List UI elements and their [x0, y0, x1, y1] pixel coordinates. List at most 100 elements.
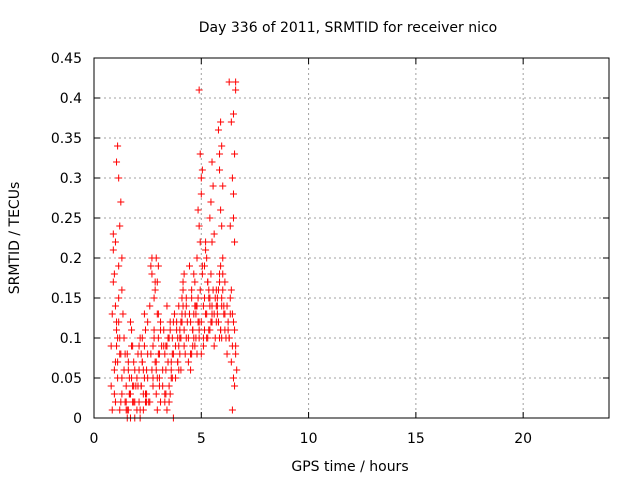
- data-point: [109, 230, 117, 238]
- data-point: [154, 310, 162, 318]
- data-point: [187, 318, 195, 326]
- data-point: [219, 182, 227, 190]
- data-point: [147, 350, 155, 358]
- data-point: [217, 262, 225, 270]
- data-point: [116, 222, 124, 230]
- data-point: [115, 294, 123, 302]
- data-point: [209, 182, 217, 190]
- data-point: [124, 366, 132, 374]
- data-point: [218, 222, 226, 230]
- y-tick-label: 0.35: [51, 131, 82, 147]
- data-point: [115, 262, 123, 270]
- data-point: [175, 366, 183, 374]
- x-tick-label: 15: [407, 431, 425, 447]
- data-point: [151, 286, 159, 294]
- data-point: [229, 214, 237, 222]
- data-point: [227, 286, 235, 294]
- data-point: [172, 374, 180, 382]
- y-tick-label: 0.05: [51, 371, 82, 387]
- data-point: [166, 326, 174, 334]
- data-point: [228, 406, 236, 414]
- data-point: [118, 374, 126, 382]
- data-point: [227, 358, 235, 366]
- data-point: [193, 254, 201, 262]
- data-point: [166, 390, 174, 398]
- data-point: [232, 78, 240, 86]
- data-point: [140, 374, 148, 382]
- data-point: [188, 294, 196, 302]
- data-point: [231, 238, 239, 246]
- data-point: [152, 390, 160, 398]
- data-point: [205, 294, 213, 302]
- data-point: [163, 406, 171, 414]
- data-point: [147, 262, 155, 270]
- data-point: [125, 390, 133, 398]
- data-point: [176, 350, 184, 358]
- data-point: [179, 278, 187, 286]
- plot-frame: [93, 57, 610, 419]
- data-point: [149, 342, 157, 350]
- data-point: [108, 310, 116, 318]
- data-point: [114, 142, 122, 150]
- data-point: [212, 318, 220, 326]
- y-tick-label: 0.3: [60, 171, 82, 187]
- data-point: [192, 310, 200, 318]
- data-point: [168, 350, 176, 358]
- data-point: [194, 294, 202, 302]
- data-point: [187, 366, 195, 374]
- data-point: [197, 190, 205, 198]
- data-point: [163, 302, 171, 310]
- data-point: [223, 350, 231, 358]
- data-point: [144, 318, 152, 326]
- data-point: [114, 334, 122, 342]
- data-point: [216, 150, 224, 158]
- data-point: [232, 350, 240, 358]
- data-point: [216, 278, 224, 286]
- y-tick-label: 0.4: [60, 91, 82, 107]
- y-tick-label: 0.1: [60, 331, 82, 347]
- data-point: [225, 78, 233, 86]
- data-point: [113, 342, 121, 350]
- data-point: [161, 398, 169, 406]
- data-point: [199, 342, 207, 350]
- data-point: [201, 262, 209, 270]
- data-point: [223, 302, 231, 310]
- data-point: [176, 326, 184, 334]
- y-tick-label: 0.25: [51, 211, 82, 227]
- data-point: [216, 166, 224, 174]
- data-point: [157, 318, 165, 326]
- data-point: [164, 334, 172, 342]
- chart-title: Day 336 of 2011, SRMTID for receiver nic…: [199, 20, 497, 36]
- data-point: [122, 382, 130, 390]
- data-point: [146, 398, 154, 406]
- data-point: [153, 278, 161, 286]
- data-point: [210, 342, 218, 350]
- data-point: [108, 406, 116, 414]
- data-point: [110, 270, 118, 278]
- data-point: [184, 358, 192, 366]
- data-point: [150, 294, 158, 302]
- data-point: [177, 318, 185, 326]
- y-axis-label: SRMTID / TECUs: [7, 182, 23, 295]
- data-point: [161, 350, 169, 358]
- data-point: [162, 366, 170, 374]
- data-point: [197, 318, 205, 326]
- data-point: [217, 118, 225, 126]
- data-point: [228, 342, 236, 350]
- data-point: [229, 190, 237, 198]
- data-point: [178, 294, 186, 302]
- data-point: [142, 326, 149, 334]
- data-point: [213, 294, 221, 302]
- data-point: [226, 310, 234, 318]
- data-point: [114, 358, 122, 366]
- data-point: [165, 382, 173, 390]
- data-point: [137, 350, 145, 358]
- data-point: [190, 270, 198, 278]
- data-point: [224, 326, 232, 334]
- data-point: [213, 310, 221, 318]
- y-tick-label: 0.2: [60, 251, 82, 267]
- data-point: [113, 326, 121, 334]
- data-point: [233, 366, 241, 374]
- data-point: [185, 262, 193, 270]
- data-point: [163, 342, 171, 350]
